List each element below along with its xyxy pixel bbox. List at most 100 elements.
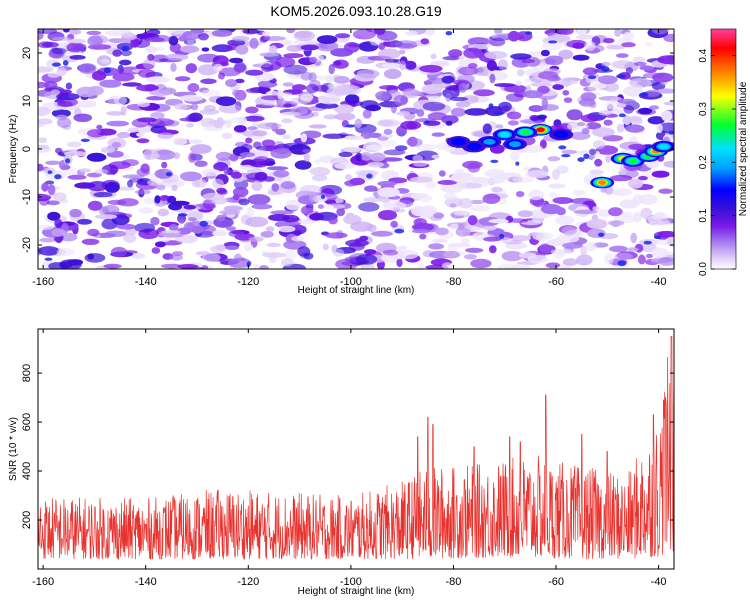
heatmap-cell <box>104 30 126 36</box>
heatmap-cell <box>281 118 293 124</box>
heatmap-cell <box>243 115 265 122</box>
heatmap-cell <box>396 258 403 268</box>
heatmap-cell <box>134 189 151 195</box>
heatmap-cell <box>637 254 646 265</box>
heatmap-cell <box>225 245 239 251</box>
heatmap-cell <box>59 261 73 269</box>
heatmap-cell <box>105 111 125 116</box>
heatmap-cell <box>94 168 109 175</box>
heatmap-cell <box>127 127 139 133</box>
colorbar-label: Normalized spectral amplitude <box>738 81 749 216</box>
heatmap-cell <box>399 60 407 71</box>
heatmap-cell <box>512 176 535 183</box>
heatmap-y-tick-label: -10 <box>21 189 33 205</box>
heatmap-cell <box>165 53 189 61</box>
heatmap-cell <box>96 124 103 130</box>
heatmap-cell <box>587 85 601 91</box>
heatmap-cell <box>390 102 397 114</box>
heatmap-cell <box>428 243 444 250</box>
heatmap-cell <box>142 58 156 70</box>
heatmap-cell <box>528 189 545 201</box>
heatmap-cell <box>226 226 236 232</box>
heatmap-hotspot <box>513 126 538 138</box>
heatmap-cell <box>488 103 494 109</box>
heatmap-cell <box>251 203 273 210</box>
heatmap-cell <box>552 197 574 204</box>
heatmap-cell <box>359 151 373 161</box>
heatmap-cell <box>138 69 156 78</box>
heatmap-cell <box>110 246 128 258</box>
heatmap-cell <box>632 194 644 205</box>
heatmap-cell <box>489 73 496 84</box>
heatmap-cell <box>646 253 653 259</box>
heatmap-cell <box>277 89 284 100</box>
heatmap-cell <box>280 39 293 46</box>
heatmap-cell <box>282 82 294 87</box>
snr-x-tick-label: -160 <box>32 576 54 588</box>
heatmap-cell <box>121 32 136 39</box>
snr-y-tick-label: 600 <box>21 413 33 431</box>
heatmap-cell <box>303 152 311 162</box>
heatmap-cell <box>309 56 318 63</box>
heatmap-cell <box>211 29 233 37</box>
heatmap-cell <box>38 106 51 117</box>
heatmap-cell <box>51 47 67 55</box>
heatmap-cell <box>77 100 97 108</box>
heatmap-cell <box>382 201 407 211</box>
heatmap-cell <box>427 112 448 121</box>
heatmap-cell <box>333 60 342 66</box>
heatmap-cell <box>201 47 210 52</box>
heatmap-cell <box>424 120 430 124</box>
heatmap-cell <box>178 219 185 225</box>
heatmap-cell <box>175 76 191 82</box>
heatmap-cell <box>293 39 317 45</box>
heatmap-cell <box>199 109 220 115</box>
heatmap-cell <box>421 84 443 95</box>
heatmap-cell <box>217 189 228 195</box>
heatmap-cell <box>213 63 224 72</box>
heatmap-cell <box>604 253 614 265</box>
heatmap-cell <box>87 228 100 237</box>
heatmap-cell <box>314 158 322 164</box>
heatmap-cell <box>652 218 670 225</box>
heatmap-cell <box>270 148 292 159</box>
heatmap-cell <box>254 171 268 181</box>
heatmap-cell <box>301 205 314 216</box>
heatmap-cell <box>167 29 187 35</box>
snr-y-tick-label: 400 <box>21 462 33 480</box>
heatmap-cell <box>394 228 405 234</box>
heatmap-cell <box>146 96 166 101</box>
heatmap-cell <box>384 58 399 63</box>
heatmap-cell <box>155 184 166 190</box>
heatmap-cell <box>406 137 423 147</box>
heatmap-cell <box>238 198 250 206</box>
heatmap-cell <box>383 149 406 156</box>
heatmap-cell <box>325 232 348 239</box>
heatmap-cell <box>417 193 433 203</box>
heatmap-cell <box>377 181 397 187</box>
heatmap-cell <box>522 90 544 99</box>
heatmap-cell <box>415 143 437 151</box>
heatmap-cell <box>360 100 379 110</box>
heatmap-cell <box>228 230 245 238</box>
heatmap-cell <box>476 67 484 73</box>
heatmap-cell <box>450 223 459 230</box>
heatmap-cell <box>147 179 161 186</box>
heatmap-cell <box>345 124 355 128</box>
heatmap-cell <box>625 124 645 133</box>
heatmap-cell <box>326 75 334 84</box>
heatmap-cell <box>530 82 553 87</box>
snr-plot-area <box>38 329 674 569</box>
heatmap-cell <box>182 266 205 269</box>
heatmap-cell <box>370 38 382 46</box>
heatmap-cell <box>317 94 340 105</box>
heatmap-cell <box>311 174 328 182</box>
heatmap-cell <box>168 202 183 211</box>
heatmap-cell <box>334 162 355 170</box>
heatmap-cell <box>562 242 583 249</box>
heatmap-cell <box>396 111 411 116</box>
heatmap-x-tick-label: -140 <box>135 276 157 288</box>
heatmap-cell <box>100 146 116 154</box>
